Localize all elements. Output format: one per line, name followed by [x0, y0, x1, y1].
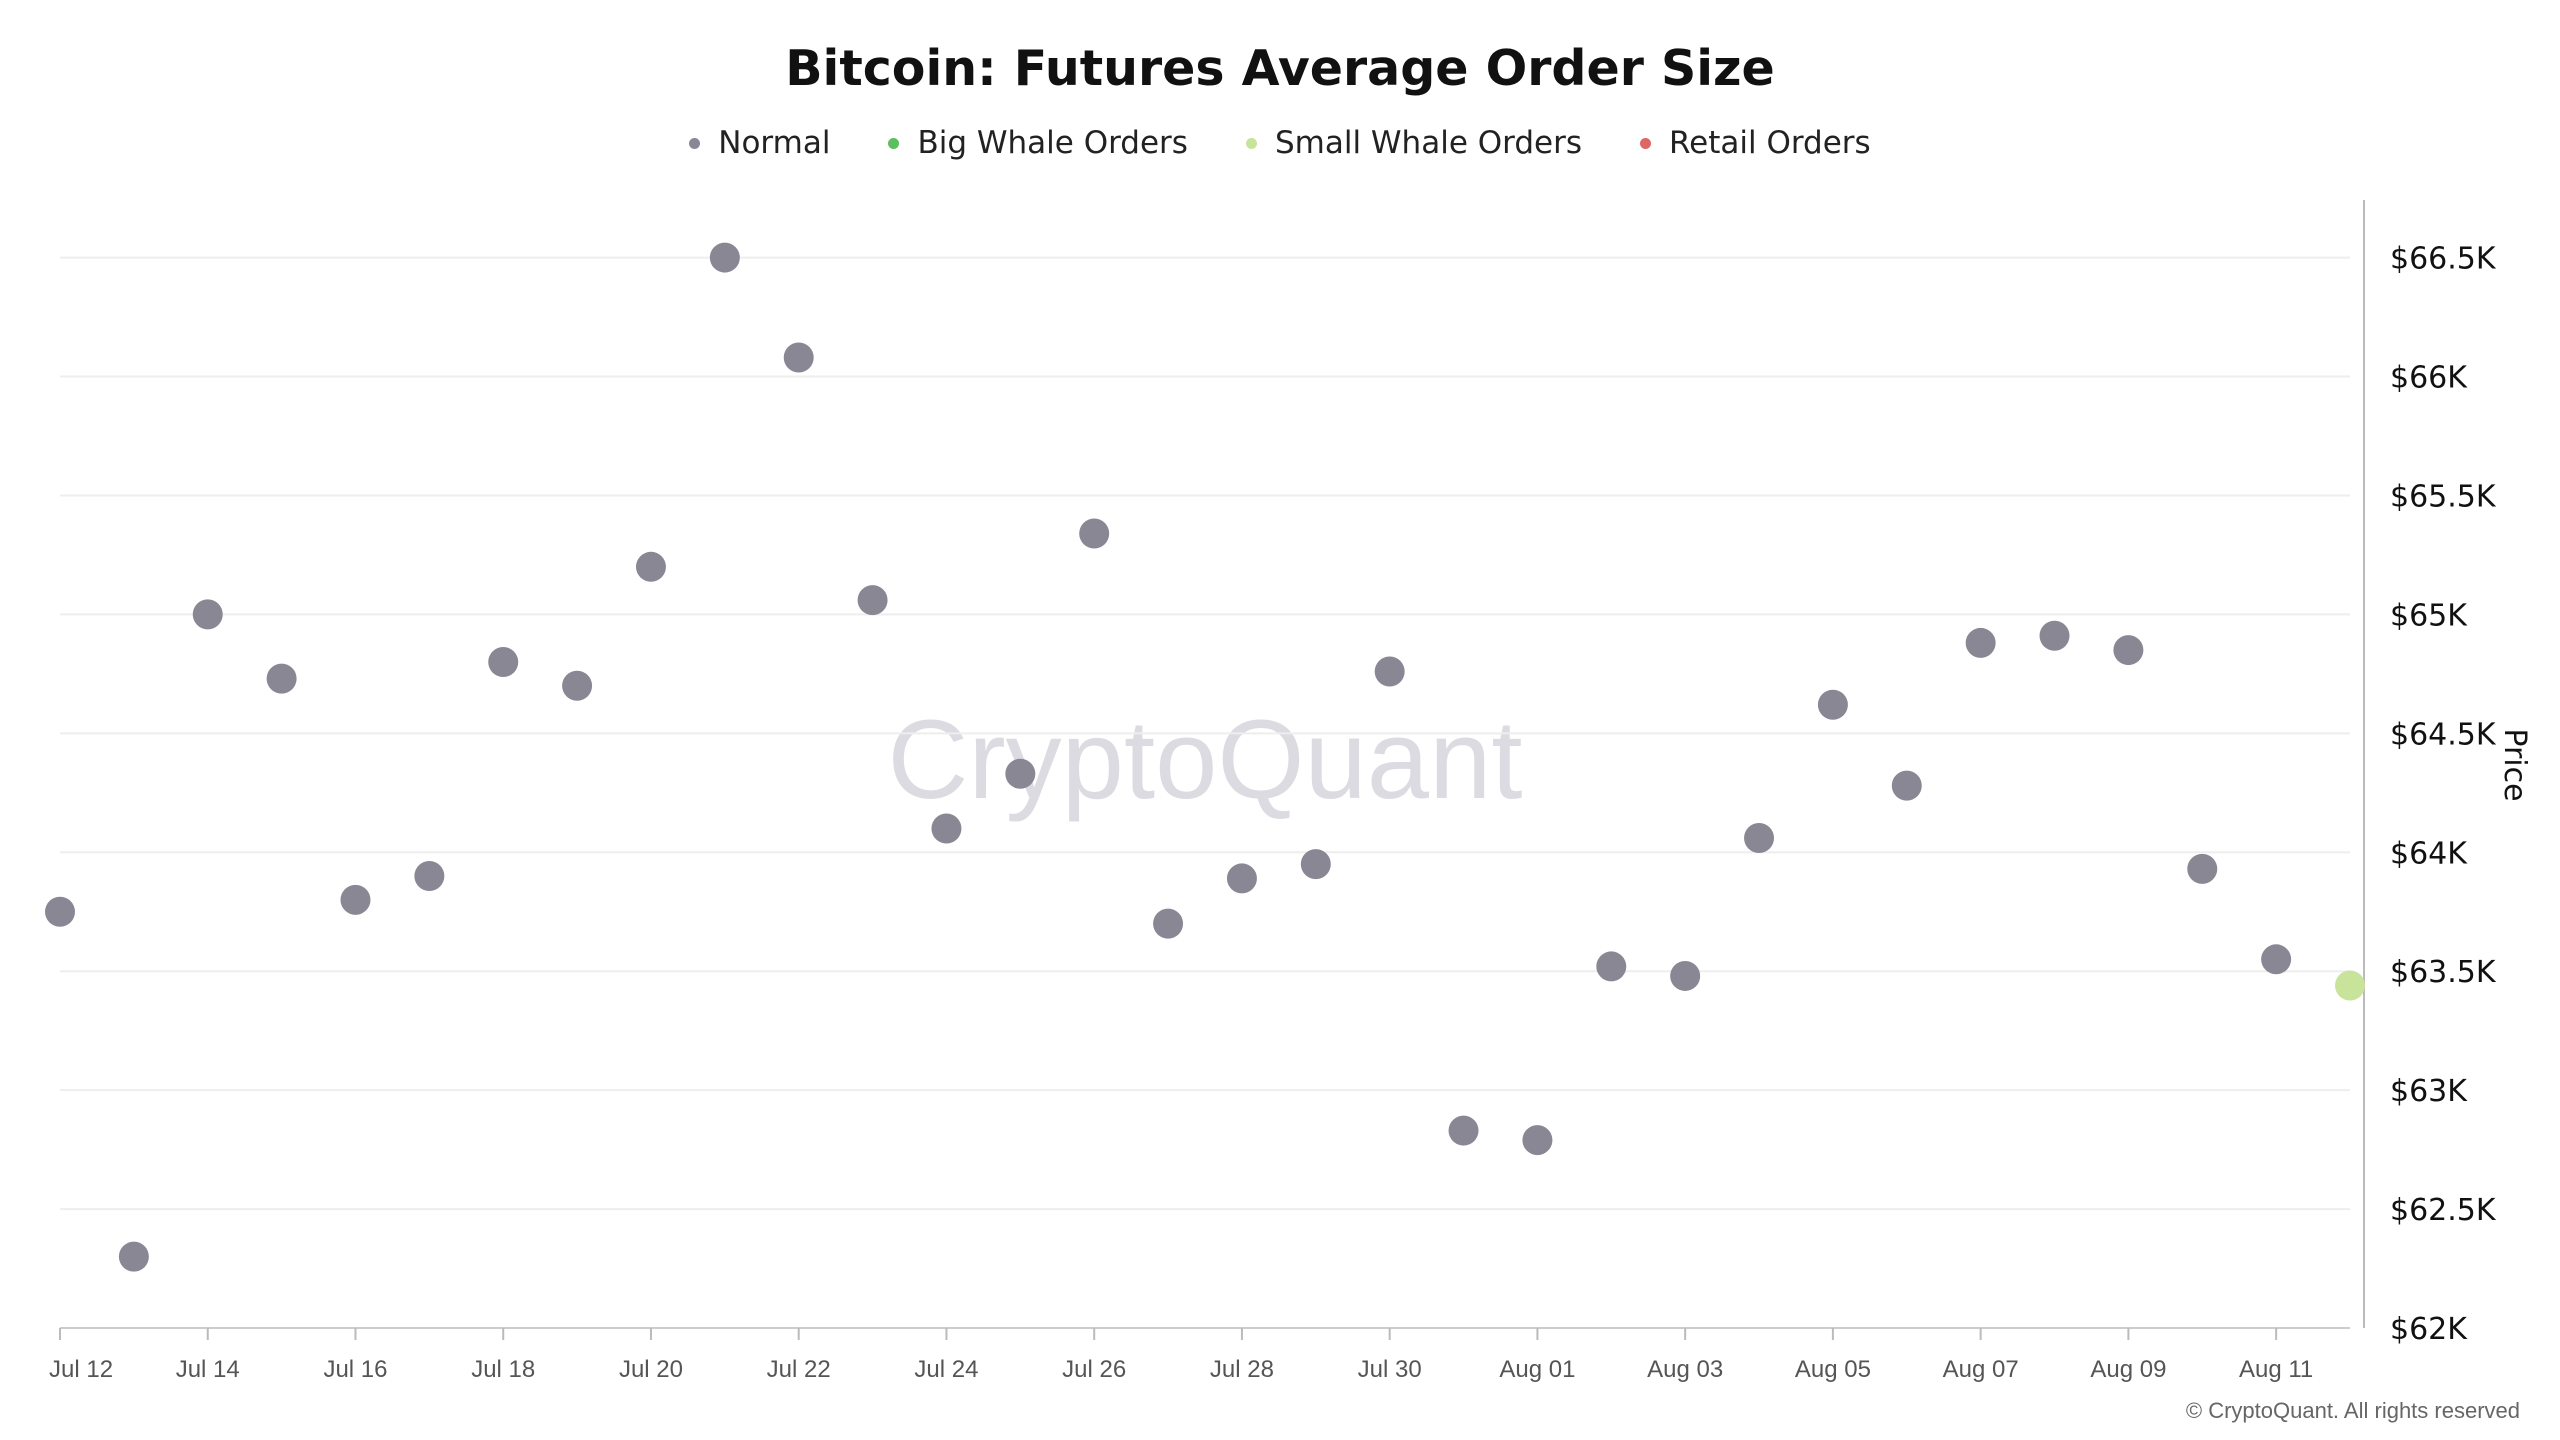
data-point — [488, 646, 519, 677]
y-tick-label: $62K — [2390, 1312, 2468, 1347]
data-point — [1817, 689, 1848, 720]
data-point — [2335, 970, 2365, 1001]
data-point — [2187, 853, 2218, 884]
x-tick-label: Aug 09 — [2090, 1356, 2166, 1383]
x-tick-label: Jul 26 — [1062, 1356, 1126, 1383]
x-tick-label: Jul 24 — [914, 1356, 978, 1383]
data-point — [1891, 770, 1922, 801]
legend-marker-small-whale-orders — [1245, 137, 1257, 149]
y-tick-label: $64.5K — [2390, 717, 2497, 752]
x-tick-label: Jul 16 — [323, 1356, 387, 1383]
legend: Normal Big Whale Orders Small Whale Orde… — [0, 125, 2560, 161]
y-tick-label: $63K — [2390, 1074, 2468, 1109]
x-tick-label: Aug 11 — [2239, 1356, 2313, 1383]
data-point — [931, 813, 962, 844]
x-tick-label: Jul 14 — [176, 1356, 240, 1383]
data-point — [562, 670, 593, 701]
chart-title: Bitcoin: Futures Average Order Size — [785, 40, 1775, 97]
legend-label-normal: Normal — [718, 125, 831, 161]
data-point — [1226, 863, 1257, 894]
legend-item-retail-orders[interactable]: Retail Orders — [1640, 125, 1871, 161]
x-tick-label: Jul 12 — [49, 1356, 113, 1383]
data-point — [118, 1241, 149, 1272]
data-point — [1300, 849, 1331, 880]
x-tick-label: Aug 03 — [1647, 1356, 1723, 1383]
data-point — [192, 599, 223, 630]
x-tick-label: Jul 22 — [767, 1356, 831, 1383]
legend-marker-normal — [689, 137, 701, 149]
y-tick-label: $66.5K — [2390, 242, 2497, 277]
x-tick-label: Aug 01 — [1499, 1356, 1575, 1383]
legend-item-big-whale-orders[interactable]: Big Whale Orders — [888, 125, 1188, 161]
data-point — [1374, 656, 1405, 687]
data-point — [1744, 822, 1775, 853]
y-tick-label: $62.5K — [2390, 1193, 2497, 1228]
data-point — [1965, 627, 1996, 658]
legend-label-retail-orders: Retail Orders — [1669, 125, 1871, 161]
data-point — [1670, 960, 1701, 991]
y-tick-label: $65.5K — [2390, 479, 2497, 514]
data-point — [414, 861, 445, 892]
legend-marker-retail-orders — [1640, 137, 1651, 149]
y-tick-label: $65K — [2390, 598, 2468, 633]
y-tick-label: $66K — [2390, 361, 2468, 396]
x-tick-label: Aug 07 — [1943, 1356, 2019, 1383]
data-point — [1448, 1115, 1479, 1146]
legend-label-big-whale-orders: Big Whale Orders — [917, 125, 1188, 161]
data-point — [2113, 635, 2144, 666]
data-point — [2261, 944, 2292, 975]
data-point — [1596, 951, 1627, 982]
data-point — [1005, 758, 1036, 789]
legend-marker-big-whale-orders — [888, 137, 900, 149]
x-tick-label: Jul 18 — [471, 1356, 535, 1383]
data-point — [857, 585, 888, 616]
data-point — [709, 242, 740, 273]
y-tick-label: $64K — [2390, 836, 2468, 871]
legend-label-small-whale-orders: Small Whale Orders — [1274, 125, 1582, 161]
data-point — [1153, 908, 1184, 939]
data-point — [45, 896, 75, 927]
data-point — [340, 884, 371, 915]
x-tick-label: Jul 28 — [1210, 1356, 1274, 1383]
legend-item-normal[interactable]: Normal — [689, 125, 830, 161]
x-tick-label: Jul 20 — [619, 1356, 683, 1383]
y-axis-title: Price — [2497, 728, 2532, 801]
data-point — [2039, 620, 2070, 651]
data-point — [1079, 518, 1110, 549]
y-tick-label: $63.5K — [2390, 955, 2497, 990]
data-point — [783, 342, 814, 373]
x-tick-label: Jul 30 — [1358, 1356, 1422, 1383]
data-point — [635, 551, 666, 582]
x-tick-label: Aug 05 — [1795, 1356, 1871, 1383]
copyright-credit: © CryptoQuant. All rights reserved — [2185, 1398, 2520, 1423]
data-point — [266, 663, 297, 694]
data-point — [1522, 1125, 1553, 1156]
watermark: CryptoQuant — [888, 697, 1523, 822]
legend-item-small-whale-orders[interactable]: Small Whale Orders — [1245, 125, 1582, 161]
